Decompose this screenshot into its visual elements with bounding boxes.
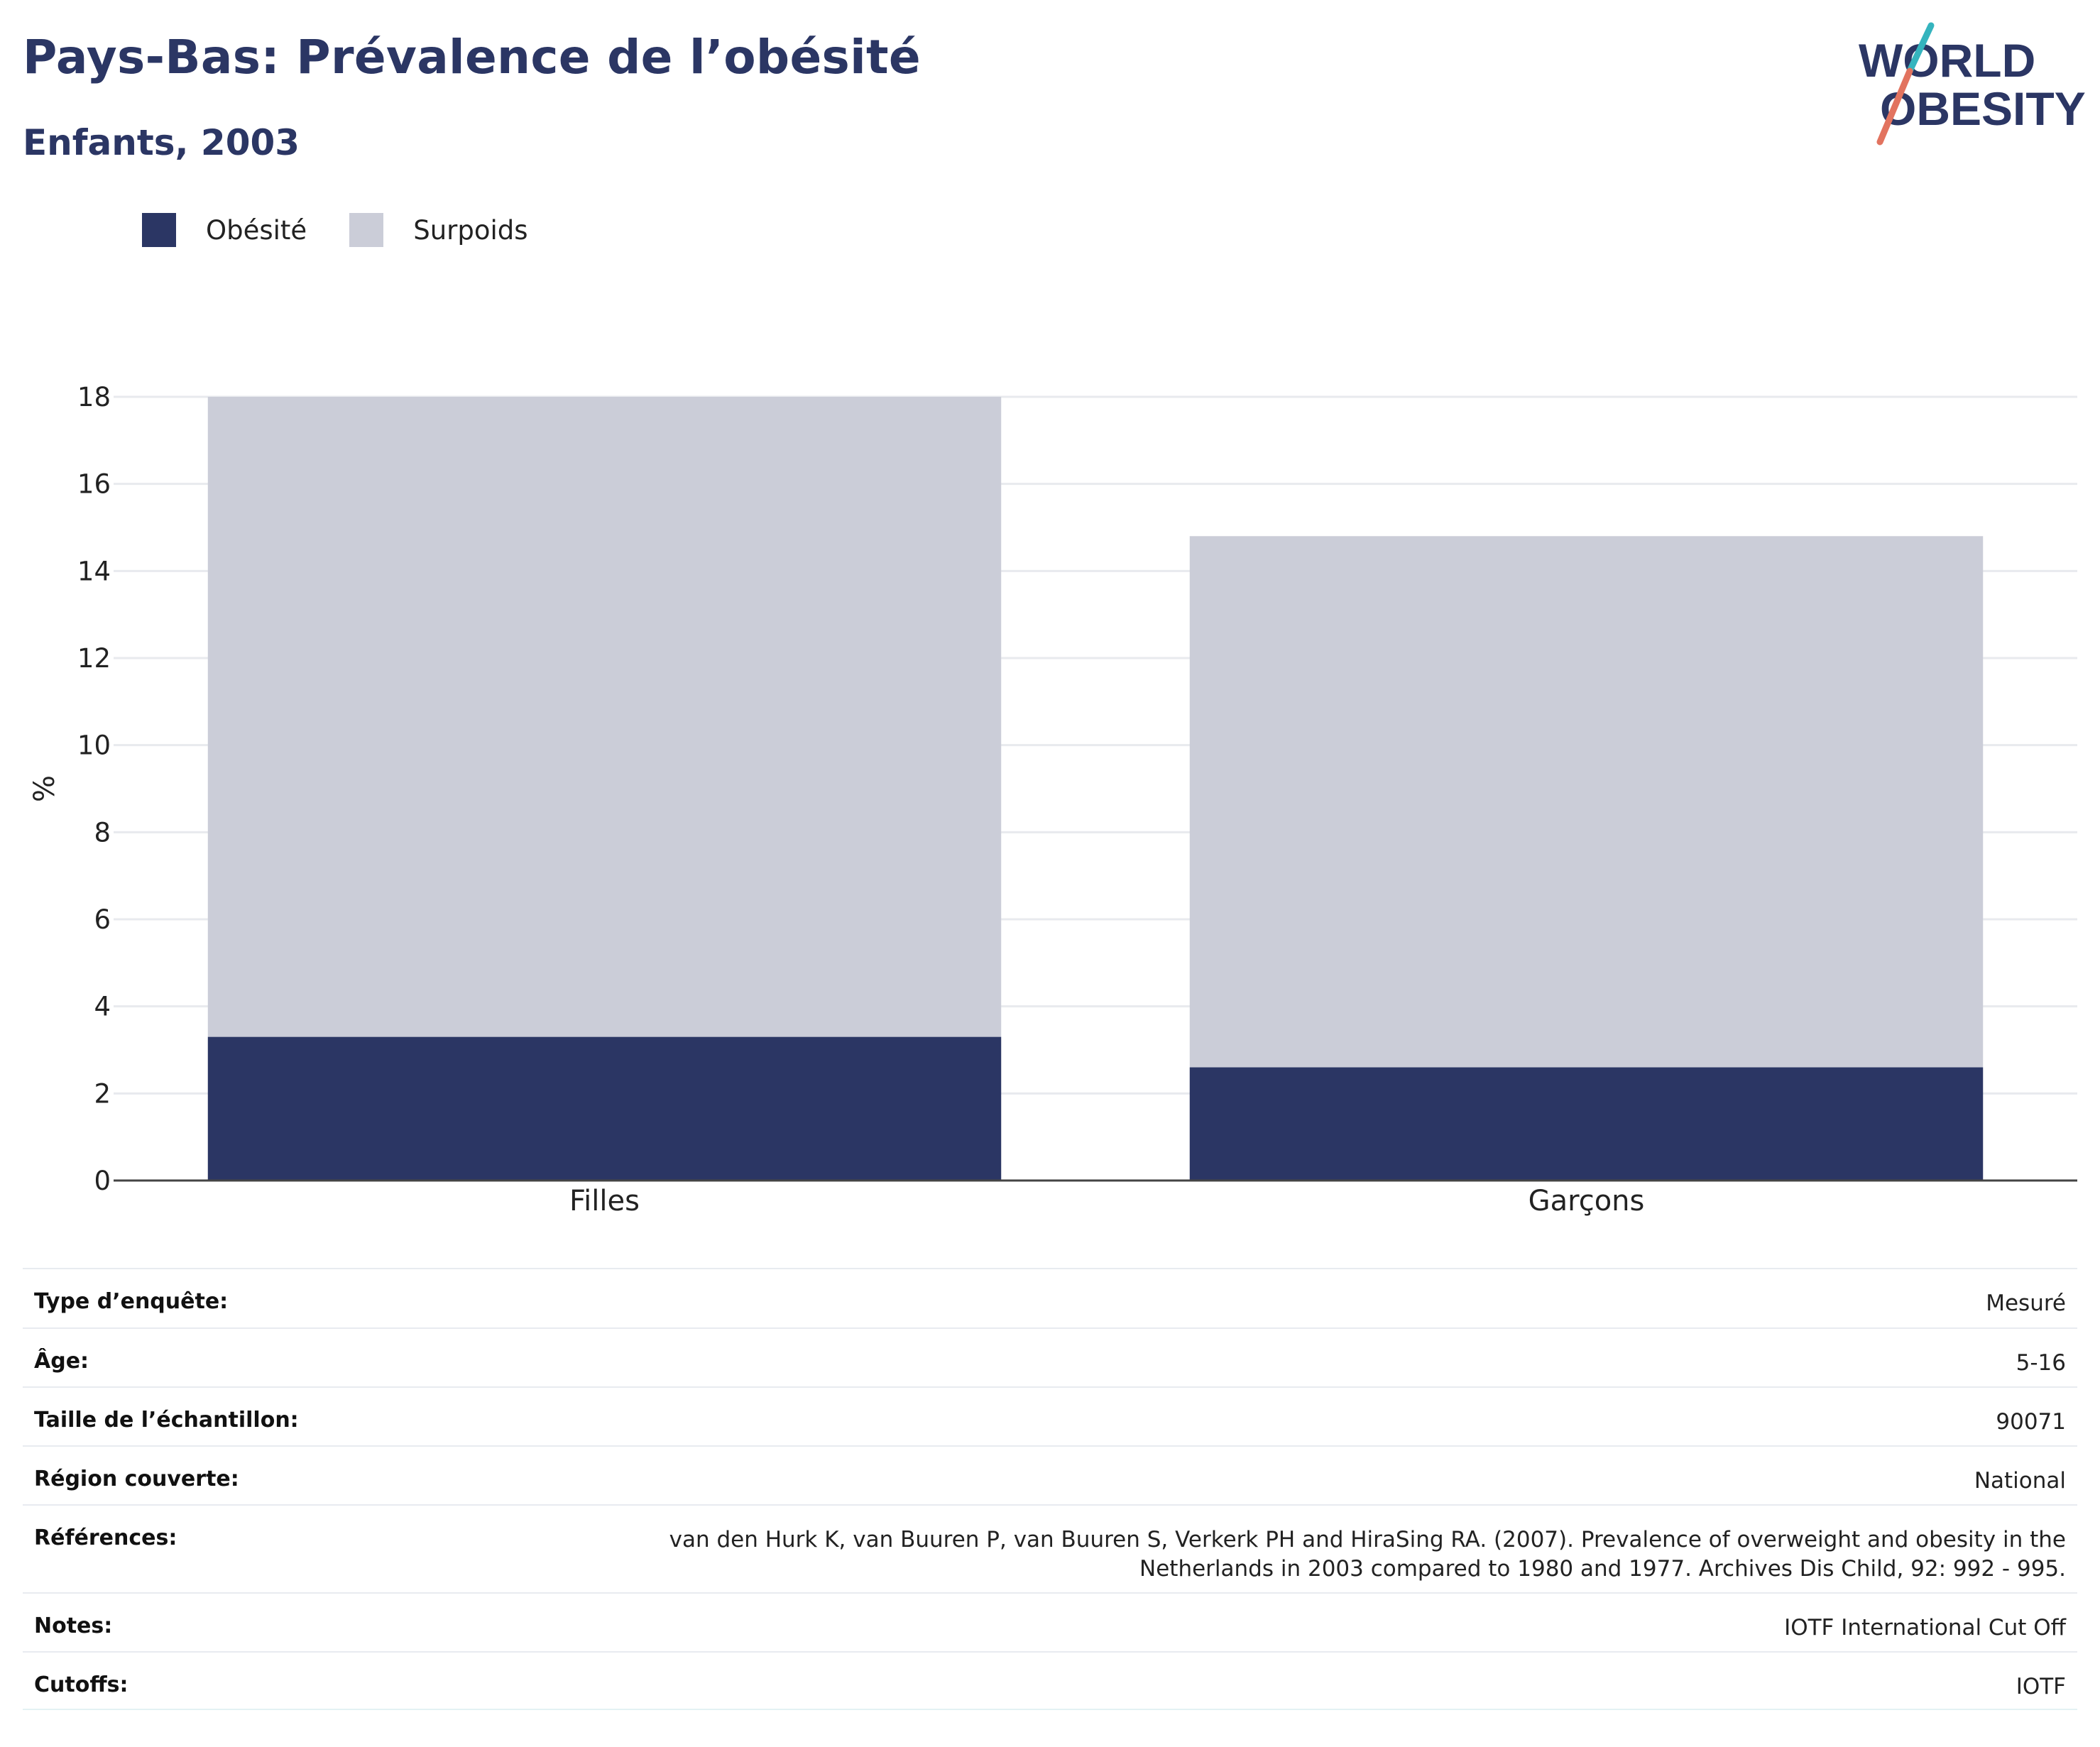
meta-value: IOTF bbox=[2016, 1674, 2066, 1699]
legend-item-surpoids[interactable]: Surpoids bbox=[349, 213, 528, 247]
meta-key: Cutoffs: bbox=[34, 1672, 128, 1697]
x-tick-label: Garçons bbox=[1528, 1185, 1645, 1217]
meta-row-region: Région couverte: National bbox=[23, 1445, 2077, 1504]
legend-label-surpoids: Surpoids bbox=[413, 214, 528, 246]
bar-surpoids-1 bbox=[1189, 536, 1984, 1068]
meta-row-references: Références: van den Hurk K, van Buuren P… bbox=[23, 1504, 2077, 1592]
meta-key: Type d’enquête: bbox=[34, 1289, 229, 1314]
logo-slash-coral-icon bbox=[1876, 67, 1913, 146]
y-axis-label: % bbox=[28, 775, 61, 802]
meta-key: Références: bbox=[34, 1526, 177, 1550]
logo-line2: OBESITY bbox=[1880, 82, 2086, 135]
y-tick-label: 4 bbox=[94, 992, 111, 1022]
y-tick-label: 12 bbox=[77, 643, 111, 674]
meta-value: National bbox=[1974, 1468, 2066, 1494]
meta-key: Âge: bbox=[34, 1349, 89, 1374]
y-tick-label: 16 bbox=[77, 469, 111, 500]
meta-row-sample-size: Taille de l’échantillon: 90071 bbox=[23, 1386, 2077, 1445]
legend-swatch-surpoids bbox=[349, 213, 384, 247]
meta-value: 5-16 bbox=[2016, 1350, 2066, 1376]
meta-row-survey-type: Type d’enquête: Mesuré bbox=[23, 1268, 2077, 1327]
bar-surpoids-0 bbox=[207, 397, 1002, 1037]
y-tick-label: 2 bbox=[94, 1078, 111, 1109]
y-tick-label: 8 bbox=[94, 817, 111, 848]
meta-value: van den Hurk K, van Buuren P, van Buuren… bbox=[669, 1527, 2066, 1582]
world-obesity-logo: WORLD OBESITY bbox=[1859, 22, 2086, 146]
y-tick-label: 10 bbox=[77, 730, 111, 761]
logo-line1: WORLD bbox=[1859, 34, 2035, 87]
meta-row-notes: Notes: IOTF International Cut Off bbox=[23, 1592, 2077, 1651]
x-tick-label: Filles bbox=[569, 1185, 640, 1217]
y-tick-label: 0 bbox=[94, 1166, 111, 1196]
meta-key: Notes: bbox=[34, 1614, 113, 1638]
bar-obesite-0 bbox=[207, 1036, 1002, 1181]
meta-value: IOTF International Cut Off bbox=[1784, 1615, 2066, 1641]
meta-key: Région couverte: bbox=[34, 1467, 239, 1491]
bar-obesite-1 bbox=[1189, 1067, 1984, 1181]
meta-value: Mesuré bbox=[1986, 1291, 2066, 1316]
y-tick-label: 18 bbox=[77, 382, 111, 412]
logo-slash-teal-icon bbox=[1906, 22, 1935, 75]
page-title: Pays-Bas: Prévalence de l’obésité bbox=[23, 30, 921, 84]
bar-chart: 0 2 4 6 8 10 12 14 16 18% Filles Garçons bbox=[28, 382, 2077, 1217]
meta-value: 90071 bbox=[1996, 1409, 2066, 1435]
page-subtitle: Enfants, 2003 bbox=[23, 122, 300, 163]
legend-label-obesite: Obésité bbox=[206, 214, 307, 246]
survey-metadata-table: Type d’enquête: Mesuré Âge: 5-16 Taille … bbox=[23, 1268, 2077, 1710]
meta-row-cutoffs: Cutoffs: IOTF bbox=[23, 1651, 2077, 1710]
y-tick-label: 6 bbox=[94, 904, 111, 935]
legend-swatch-obesite bbox=[142, 213, 176, 247]
chart-legend: Obésité Surpoids bbox=[142, 212, 571, 248]
y-tick-label: 14 bbox=[77, 556, 111, 586]
meta-key: Taille de l’échantillon: bbox=[34, 1408, 299, 1433]
legend-item-obesite[interactable]: Obésité bbox=[142, 213, 307, 247]
meta-row-age: Âge: 5-16 bbox=[23, 1327, 2077, 1386]
